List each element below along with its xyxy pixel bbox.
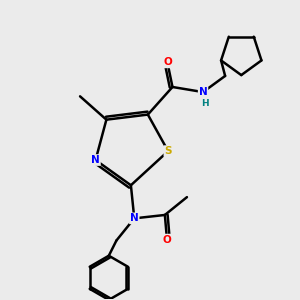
Text: H: H xyxy=(201,100,209,109)
Text: S: S xyxy=(164,146,172,156)
Text: N: N xyxy=(130,213,139,224)
Text: O: O xyxy=(163,57,172,68)
Text: N: N xyxy=(199,87,207,97)
Text: N: N xyxy=(91,155,100,165)
Text: O: O xyxy=(163,235,171,244)
